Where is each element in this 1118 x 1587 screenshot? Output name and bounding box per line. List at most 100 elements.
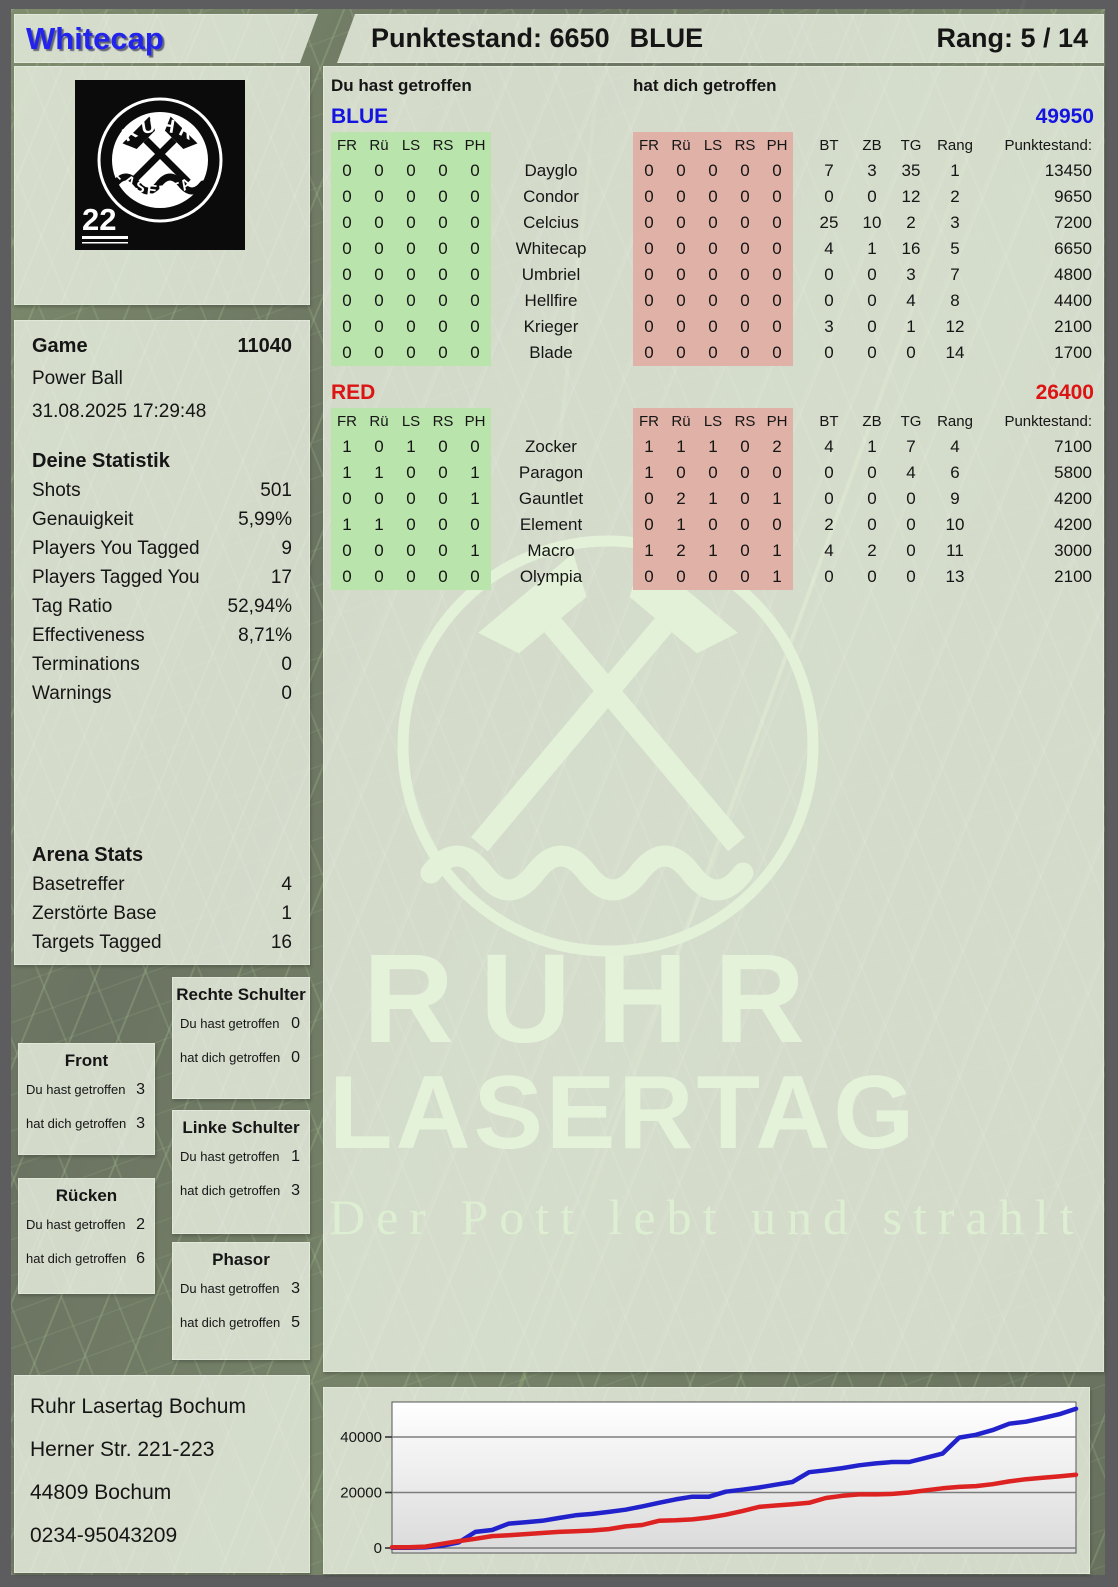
hit-cell: 0 [697,184,729,210]
hit-cell: 0 [427,158,459,184]
hit-cell: 0 [331,564,363,590]
hit-cell: 0 [633,486,665,512]
hit-cell: 2 [761,434,793,460]
team-label: BLUE [629,23,704,53]
stat-cell: 0 [906,489,916,508]
stat-value: 0 [281,682,292,704]
stat-value: 501 [260,479,292,501]
hitbox-row: Du hast getroffen 2 [18,1216,155,1234]
name-col-spacer [491,132,611,158]
col-header: FR [331,408,363,434]
stat-cell: 0 [867,265,877,284]
player-name: Hellfire [524,291,578,310]
hit-cell: 0 [363,538,395,564]
hit-cell: 0 [761,340,793,366]
hitbox-row-value: 2 [136,1216,145,1233]
col-header: ZB [862,412,882,430]
hitbox-row: Du hast getroffen 0 [172,1015,310,1033]
hitbox-ruecken: Rücken Du hast getroffen 2 hat dich getr… [18,1178,155,1294]
stat-cell: 0 [867,317,877,336]
stat-value: 1 [281,902,292,924]
hitbox-row-value: 3 [291,1182,300,1199]
hit-cell: 1 [459,486,491,512]
hit-cell: 0 [395,236,427,262]
stat-label: Shots [32,479,81,501]
hitbox-row: hat dich getroffen 6 [18,1250,155,1268]
hitbox-title: Rechte Schulter [176,985,306,1004]
hitbox-row-label: Du hast getroffen [26,1082,126,1097]
stat-row: Shots 501 [32,476,292,505]
hit-cell: 0 [633,262,665,288]
col-header: BT [819,412,839,430]
hit-cell: 0 [427,512,459,538]
hit-cell: 0 [697,314,729,340]
spacer [793,158,807,184]
stat-cell: 1 [867,239,877,258]
header-score-panel: Punktestand: 6650 BLUE Rang: 5 / 14 [337,14,1104,63]
stat-label: Players You Tagged [32,537,200,559]
score-chart-panel: 0 20000 40000 [323,1387,1090,1574]
hit-cell: 0 [665,460,697,486]
hit-cell: 1 [459,538,491,564]
points-cell: 6650 [1054,239,1092,258]
hit-cell: 0 [395,288,427,314]
venue-street: Herner Str. 221-223 [30,1437,215,1461]
hit-cell: 1 [459,460,491,486]
spacer [611,158,633,184]
hit-cell: 0 [459,262,491,288]
hit-cell: 0 [761,314,793,340]
points-cell: 7100 [1054,437,1092,456]
name-col-spacer [491,408,611,434]
stat-row: Targets Tagged 16 [32,928,292,957]
hit-cell: 0 [665,262,697,288]
stat-row: Players You Tagged 9 [32,534,292,563]
hit-cell: 0 [697,564,729,590]
stat-cell: 3 [906,265,916,284]
col-header: PH [459,132,491,158]
points-cell: 7200 [1054,213,1092,232]
stats-rows: Shots 501 Genauigkeit 5,99% Players You Tagg… [32,476,292,708]
stat-cell: 0 [867,567,877,586]
logo-panel: RUHR LASERTAG 22 [14,66,310,305]
hit-cell: 0 [331,288,363,314]
hit-cell: 0 [665,314,697,340]
hit-cell: 0 [729,340,761,366]
game-mode-label: Power Ball [32,367,123,389]
col-header: Rü [363,408,395,434]
hitbox-row-label: hat dich getroffen [26,1251,127,1266]
watermark-tagline: Der Pott lebt und strahlt [329,1189,1085,1245]
points-cell: 4200 [1054,489,1092,508]
hit-cell: 1 [633,434,665,460]
spacer [611,408,633,434]
stat-cell: 0 [824,567,834,586]
hit-cell: 0 [761,236,793,262]
spacer [793,184,807,210]
stat-cell: 1 [906,317,916,336]
plot-area [391,1401,1077,1554]
spacer [793,408,807,434]
stat-cell: 0 [867,187,877,206]
stat-cell: 16 [901,239,921,258]
points-cell: 13450 [1044,161,1092,180]
hit-cell: 0 [729,434,761,460]
stat-cell: 35 [901,161,921,180]
stat-cell: 0 [867,291,877,310]
hit-cell: 0 [427,288,459,314]
column-group-you-title: Du hast getroffen [331,76,472,95]
stat-cell: 2 [950,187,960,206]
points-cell: 1700 [1054,343,1092,362]
hitbox-phasor: Phasor Du hast getroffen 3 hat dich getr… [172,1242,310,1360]
spacer [611,486,633,512]
hit-cell: 0 [427,486,459,512]
player-row: 0 0 0 0 0 Celcius 0 0 0 0 0 25 10 2 3 7200 [331,210,1094,236]
stat-cell: 2 [867,541,877,560]
spacer [793,434,807,460]
player-name: Blade [529,343,573,362]
stat-row: Basetreffer 4 [32,870,292,899]
stat-label: Players Tagged You [32,566,200,588]
player-row: 1 1 0 0 1 Paragon 1 0 0 0 0 0 0 4 6 5800 [331,460,1094,486]
watermark-ruhr: RUHR [363,928,831,1069]
hit-cell: 0 [761,184,793,210]
hit-cell: 0 [729,538,761,564]
column-group-them-title: hat dich getroffen [633,76,777,95]
